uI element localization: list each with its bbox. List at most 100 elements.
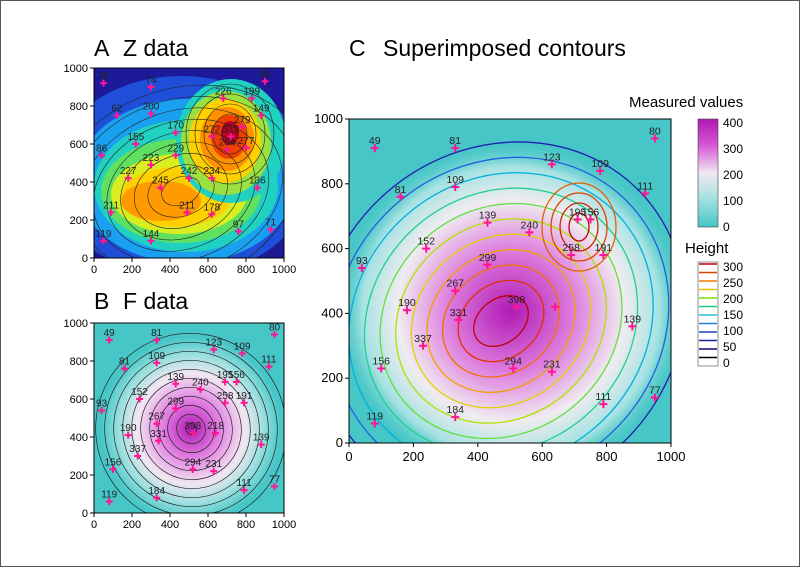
legend-height-tick: 100 bbox=[723, 324, 743, 338]
point-label: 337 bbox=[414, 333, 432, 345]
data-point: 240 bbox=[521, 219, 538, 237]
contour-line bbox=[221, 123, 239, 145]
point-label: 81 bbox=[151, 328, 163, 339]
legend-measured-tick: 400 bbox=[723, 116, 743, 130]
contour-line bbox=[410, 233, 592, 409]
data-point: 149 bbox=[253, 104, 270, 119]
data-point: 191 bbox=[236, 391, 253, 407]
point-label: 211 bbox=[179, 200, 195, 211]
data-point: 49 bbox=[104, 328, 115, 344]
point-label: 155 bbox=[127, 132, 144, 143]
contour-line bbox=[457, 279, 545, 363]
panel-a-axes: 0 200 400 600 800 1000 0 200 400 600 800 1000 bbox=[64, 63, 297, 276]
data-point: 155 bbox=[127, 132, 145, 148]
point-label: 331 bbox=[150, 429, 167, 440]
data-point: 184 bbox=[446, 404, 464, 422]
x-tick-label: 600 bbox=[199, 264, 217, 276]
panel-b-title: B F data bbox=[94, 288, 188, 314]
point-label: 279 bbox=[234, 115, 251, 126]
data-point: 144 bbox=[143, 229, 160, 245]
data-point: 74 bbox=[145, 75, 157, 91]
point-label: 294 bbox=[184, 457, 201, 468]
point-label: 149 bbox=[253, 104, 270, 115]
contour-line bbox=[185, 83, 275, 185]
legend-height-tick: 300 bbox=[723, 260, 743, 274]
data-point: 139 bbox=[479, 210, 496, 227]
data-point: 229 bbox=[167, 143, 184, 159]
point-label: 299 bbox=[479, 252, 497, 264]
data-point: 398 bbox=[184, 421, 202, 437]
data-point: 231 bbox=[205, 459, 222, 475]
point-label: 184 bbox=[446, 404, 464, 416]
data-point: 223 bbox=[143, 153, 160, 169]
y-tick-label: 800 bbox=[70, 101, 88, 113]
point-label: 267 bbox=[148, 412, 165, 423]
point-label: 156 bbox=[582, 206, 600, 218]
legend-measured-colorbar bbox=[697, 118, 719, 228]
panel-a-title-text: Z data bbox=[123, 35, 188, 61]
point-label: 190 bbox=[398, 297, 416, 309]
point-label: 272 bbox=[203, 124, 220, 135]
y-tick-label: 800 bbox=[70, 356, 88, 368]
panel-b-contours bbox=[95, 332, 284, 513]
point-label: 139 bbox=[624, 313, 642, 325]
data-point: 242 bbox=[181, 166, 198, 182]
y-tick-label: 1000 bbox=[64, 63, 88, 75]
point-label: 119 bbox=[96, 229, 112, 240]
point-label: 109 bbox=[148, 351, 165, 362]
x-tick-label: 0 bbox=[91, 519, 97, 531]
legend-measured-tick: 300 bbox=[723, 142, 743, 156]
panel-c-frame bbox=[348, 118, 672, 444]
data-point: 258 bbox=[562, 242, 580, 260]
data-point: 136 bbox=[249, 176, 266, 192]
data-point: 81 bbox=[395, 184, 407, 201]
data-point: 234 bbox=[203, 166, 221, 182]
data-point: 62 bbox=[111, 104, 123, 119]
legend-measured-tick: 0 bbox=[723, 220, 730, 234]
data-point: 81 bbox=[449, 135, 461, 153]
data-point: 152 bbox=[131, 387, 148, 403]
point-label: 152 bbox=[418, 236, 436, 248]
y-tick-label: 600 bbox=[321, 241, 343, 256]
data-point: 337 bbox=[129, 444, 146, 460]
data-point: 119 bbox=[366, 411, 383, 428]
data-point: 398 bbox=[508, 294, 525, 311]
point-label: 231 bbox=[205, 459, 222, 470]
data-point: 277 bbox=[238, 136, 255, 152]
y-tick-label: 1000 bbox=[314, 111, 343, 126]
data-point: 337 bbox=[414, 333, 432, 350]
y-tick-label: 200 bbox=[70, 215, 88, 227]
data-point: 190 bbox=[398, 297, 416, 315]
legend-measured-tick: 200 bbox=[723, 168, 743, 182]
panel-b-frame bbox=[93, 322, 285, 514]
point-label: 331 bbox=[450, 307, 468, 319]
data-point: 231 bbox=[543, 359, 561, 376]
point-label: 81 bbox=[395, 184, 407, 196]
point-label: 226 bbox=[215, 86, 232, 97]
data-point: 272 bbox=[203, 124, 221, 140]
point-label: 71 bbox=[265, 218, 277, 229]
x-tick-label: 1000 bbox=[657, 449, 686, 464]
point-label: 77 bbox=[269, 474, 281, 485]
panel-c-letter: C bbox=[349, 35, 366, 61]
point-label: 80 bbox=[649, 125, 661, 137]
point-label: 119 bbox=[101, 490, 117, 501]
contour-line bbox=[161, 175, 201, 207]
data-point: 109 bbox=[234, 341, 251, 357]
data-point: 156 bbox=[105, 457, 122, 473]
point-label: 199 bbox=[243, 86, 260, 97]
point-label: 337 bbox=[129, 444, 146, 455]
x-tick-label: 600 bbox=[199, 519, 217, 531]
x-tick-label: 800 bbox=[237, 519, 255, 531]
point-label: 398 bbox=[184, 421, 201, 432]
y-tick-label: 400 bbox=[321, 305, 343, 320]
data-point: 111 bbox=[595, 391, 612, 409]
data-point: 93 bbox=[356, 255, 368, 273]
point-label: 191 bbox=[236, 391, 253, 402]
point-label: 109 bbox=[446, 174, 464, 186]
data-point: 109 bbox=[148, 351, 165, 367]
contour-line bbox=[94, 84, 284, 258]
panel-b-letter: B bbox=[94, 288, 109, 314]
